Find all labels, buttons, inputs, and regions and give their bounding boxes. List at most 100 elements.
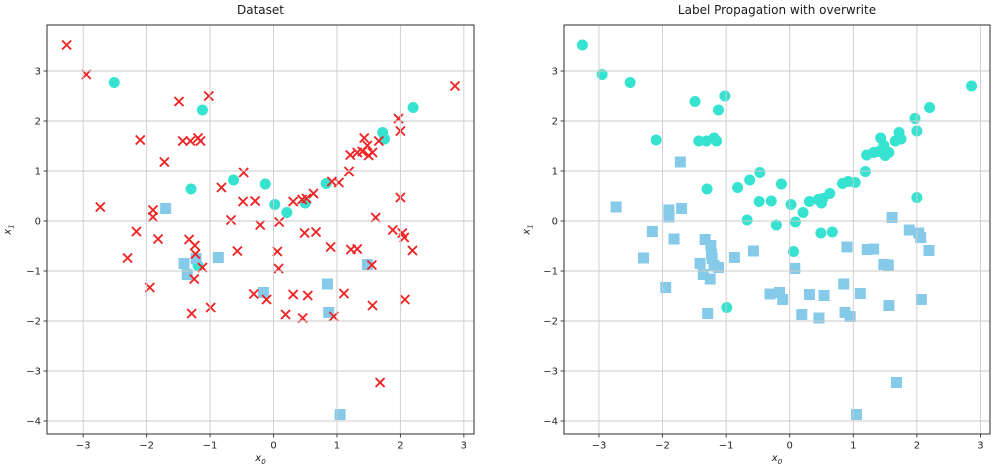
data-point-x — [399, 294, 411, 305]
y-tick-label: −4 — [26, 417, 41, 428]
data-point-square — [663, 211, 675, 223]
data-point-x — [387, 224, 398, 236]
y-tick-label: −1 — [543, 267, 558, 278]
data-point-circle — [883, 147, 895, 158]
data-point-x — [190, 248, 201, 260]
y-tick-label: 0 — [552, 217, 558, 228]
data-point-square — [668, 233, 680, 245]
data-point-square — [777, 294, 789, 305]
data-point-circle — [753, 196, 765, 207]
data-point-circle — [721, 302, 733, 313]
data-point-circle — [719, 90, 731, 102]
data-point-x — [238, 167, 249, 178]
data-point-x — [367, 147, 378, 158]
data-point-x — [216, 182, 227, 193]
y-tick-label: −2 — [26, 317, 41, 328]
data-point-square — [728, 252, 740, 263]
data-point-square — [854, 288, 866, 299]
data-point-square — [789, 263, 801, 274]
data-point-circle — [576, 39, 588, 51]
right-plot-title: Label Propagation with overwrite — [677, 3, 877, 17]
data-point-x — [135, 134, 146, 146]
axes-border — [46, 24, 475, 435]
data-point-square — [610, 201, 622, 213]
data-point-circle — [859, 166, 871, 177]
x-tick-label: 0 — [787, 441, 793, 452]
data-point-square — [181, 269, 193, 280]
data-point-square — [903, 224, 915, 236]
data-point-circle — [765, 195, 777, 207]
data-point-square — [706, 253, 718, 264]
x-tick-label: −3 — [592, 441, 607, 452]
data-point-square — [838, 278, 850, 290]
data-point-circle — [770, 219, 782, 231]
data-point-circle — [701, 183, 713, 195]
y-tick-label: 0 — [35, 217, 41, 228]
data-point-square — [878, 259, 890, 270]
x-tick-label: 0 — [270, 441, 276, 452]
data-point-circle — [803, 196, 815, 207]
data-point-circle — [815, 227, 827, 239]
data-point-x — [370, 212, 381, 223]
data-point-square — [323, 307, 335, 318]
data-point-square — [334, 409, 346, 420]
data-point-x — [393, 113, 404, 124]
data-point-x — [272, 246, 283, 257]
data-point-square — [915, 294, 927, 305]
data-point-x — [325, 241, 336, 253]
data-point-circle — [816, 197, 828, 209]
data-point-x — [345, 149, 356, 161]
data-point-square — [861, 244, 873, 255]
data-point-x — [232, 245, 243, 257]
data-point-square — [803, 289, 815, 300]
y-tick-label: −4 — [543, 417, 558, 428]
axes-border — [563, 24, 991, 435]
data-point-x — [310, 226, 322, 238]
data-point-x — [122, 252, 133, 264]
data-point-square — [841, 241, 853, 253]
x-tick-label: −1 — [719, 441, 734, 452]
x-tick-label: 3 — [461, 441, 467, 452]
data-point-circle — [269, 199, 281, 210]
data-point-square — [637, 252, 649, 264]
data-point-x — [274, 216, 285, 228]
data-point-square — [674, 156, 686, 168]
x-tick-label: −3 — [76, 441, 91, 452]
data-point-circle — [789, 216, 801, 228]
data-point-x — [299, 227, 310, 239]
data-point-circle — [185, 183, 197, 195]
data-point-square — [915, 232, 927, 243]
data-point-square — [178, 258, 190, 269]
data-point-x — [189, 240, 201, 251]
y-tick-label: 2 — [552, 117, 558, 128]
data-point-square — [212, 252, 224, 263]
x-tick-label: 2 — [914, 441, 920, 452]
y-tick-label: 1 — [35, 167, 41, 178]
data-point-square — [813, 312, 825, 324]
data-point-square — [697, 269, 709, 280]
data-point-x — [343, 166, 355, 177]
data-point-circle — [713, 104, 725, 116]
data-point-circle — [826, 226, 838, 238]
data-point-x — [248, 288, 260, 300]
data-point-circle — [785, 199, 797, 210]
y-tick-label: 2 — [35, 117, 41, 128]
data-point-x — [159, 156, 170, 168]
data-point-x — [131, 226, 142, 237]
data-point-circle — [966, 80, 978, 92]
data-point-x — [366, 259, 378, 271]
y-tick-label: −3 — [543, 367, 558, 378]
data-point-circle — [407, 102, 419, 113]
data-point-x — [288, 289, 299, 300]
data-point-square — [694, 258, 706, 269]
data-point-circle — [909, 113, 921, 124]
data-point-circle — [744, 174, 756, 186]
y-tick-label: 3 — [35, 67, 41, 78]
data-point-circle — [228, 174, 240, 186]
data-point-circle — [797, 207, 809, 218]
left-y-axis-label: x1 — [2, 224, 16, 235]
data-point-square — [705, 240, 717, 251]
data-point-square — [704, 273, 716, 285]
